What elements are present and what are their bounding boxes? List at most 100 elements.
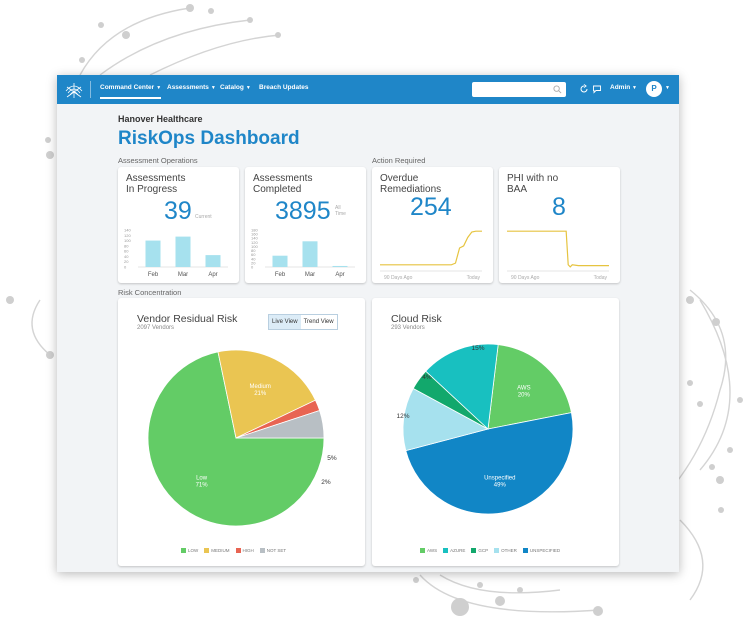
legend-swatch [471,548,477,553]
legend-item[interactable]: MEDIUM [204,548,230,553]
card-title-line: Assessments [253,173,313,184]
slice-value-label: 4% [422,374,432,381]
series-line [380,230,482,266]
legend-label: HIGH [242,548,254,553]
legend-item[interactable]: HIGH [235,548,254,553]
line-chart: 90 Days Ago Today [507,230,609,281]
chart-legend: LOW MEDIUM HIGH NOT SET [181,548,286,553]
chart-title: Vendor Residual Risk [137,313,238,325]
legend-label: GCP [478,548,489,553]
section-action-required: Action Required [372,156,426,165]
legend-item[interactable]: NOT SET [259,548,286,553]
legend-label: MEDIUM [211,548,230,553]
slice-value-label: 15% [471,345,484,352]
card-title: Overdue Remediations [380,173,441,195]
chevron-down-icon: ▼ [632,85,637,91]
y-tick-label: 60 [251,252,256,257]
card-title-line: PHI with no [507,173,559,184]
nav-assessments[interactable]: Assessments ▼ [167,84,216,91]
bar [205,255,221,267]
card-phi-no-baa[interactable]: PHI with no BAA 8 90 Days Ago Today [499,167,620,283]
chart-subtitle: 293 Vendors [391,325,425,331]
kpi-value: 3895 [275,197,331,225]
card-assessments-completed[interactable]: Assessments Completed 3895 All Time 0 20 4… [245,167,366,283]
slice-name-label: Medium [250,384,271,390]
live-view-button[interactable]: Live View [269,315,301,329]
card-title: PHI with no BAA [507,173,558,195]
legend-swatch [420,548,425,553]
slice-value-label: 5% [327,455,337,462]
y-tick-label: 180 [251,228,258,233]
top-navigation-bar: Command Center ▼ Assessments ▼ Catalog ▼ Br… [57,75,679,104]
slice-value-label: 49% [494,482,507,488]
legend-swatch [522,548,528,553]
legend-label: LOW [188,548,199,553]
card-vendor-residual-risk: Vendor Residual Risk 2097 Vendors Live V… [118,298,365,566]
y-tick-label: 140 [251,236,258,241]
y-tick-label: 20 [251,260,256,265]
organization-name: Hanover Healthcare [118,114,203,124]
legend-label: AZURE [450,548,466,553]
chart-title: Cloud Risk [391,313,442,325]
line-chart: 90 Days Ago Today [380,230,482,281]
legend-label: OTHER [501,548,517,553]
series-line [507,230,609,268]
chat-icon[interactable] [592,84,602,94]
y-tick-label: 0 [124,265,127,270]
bar [175,236,191,267]
card-title: Assessments Completed [253,173,312,195]
y-tick-label: 100 [124,238,131,243]
legend-item[interactable]: GCP [471,548,488,553]
search-icon[interactable] [553,85,562,94]
kpi-note: All Time [335,205,346,217]
admin-menu[interactable]: Admin ▼ [610,84,637,91]
legend-item[interactable]: AZURE [443,548,465,553]
avatar[interactable]: P [646,81,662,97]
slice-value-label: 2% [321,479,331,486]
legend-label: UNSPECIFIED [529,548,561,553]
card-title-line: Assessments [126,173,186,184]
legend-swatch [259,548,265,553]
bar [302,241,318,267]
legend-item[interactable]: UNSPECIFIED [522,548,561,553]
slice-value-label: 21% [254,391,267,397]
x-start-label: 90 Days Ago [511,275,540,281]
card-title-line: Completed [253,184,302,195]
chart-legend: AWS AZURE GCP OTHER UNSPECIFIED [420,548,560,553]
card-overdue-remediations[interactable]: Overdue Remediations 254 90 Days Ago Toda… [372,167,493,283]
card-title: Assessments In Progress [126,173,185,195]
kpi-value: 8 [552,193,566,221]
y-tick-label: 20 [124,259,129,264]
refresh-icon[interactable] [579,84,589,94]
nav-breach-updates[interactable]: Breach Updates [259,84,309,91]
nav-divider [90,81,91,98]
chart-subtitle: 2097 Vendors [137,325,175,331]
nav-breach-updates-label: Breach Updates [259,84,309,91]
chevron-down-icon[interactable]: ▼ [665,85,670,91]
chevron-down-icon: ▼ [245,85,251,91]
y-tick-label: 140 [124,228,131,233]
y-tick-label: 80 [251,248,256,253]
nav-catalog[interactable]: Catalog ▼ [220,84,251,91]
trend-view-button[interactable]: Trend View [303,319,334,325]
legend-item[interactable]: OTHER [494,548,517,553]
search-input[interactable] [472,86,558,102]
legend-item[interactable]: LOW [181,548,198,553]
slice-value-label: 20% [518,392,531,398]
page-title: RiskOps Dashboard [118,128,300,149]
logo-icon[interactable] [63,79,85,101]
nav-assessments-label: Assessments [167,84,209,91]
card-assessments-in-progress[interactable]: Assessments In Progress 39 Current 0 20 40… [118,167,239,283]
pie-slice [405,412,574,515]
nav-command-center[interactable]: Command Center ▼ [100,84,162,99]
y-tick-label: 100 [251,244,258,249]
slice-name-label: Low [196,475,208,481]
legend-item[interactable]: AWS [420,548,437,553]
pie-slice [235,410,325,439]
card-title-line: In Progress [126,184,178,195]
slice-value-label: 12% [396,413,409,420]
nav-command-center-label: Command Center [100,84,155,91]
bar [332,265,348,267]
y-tick-label: 160 [251,232,258,237]
